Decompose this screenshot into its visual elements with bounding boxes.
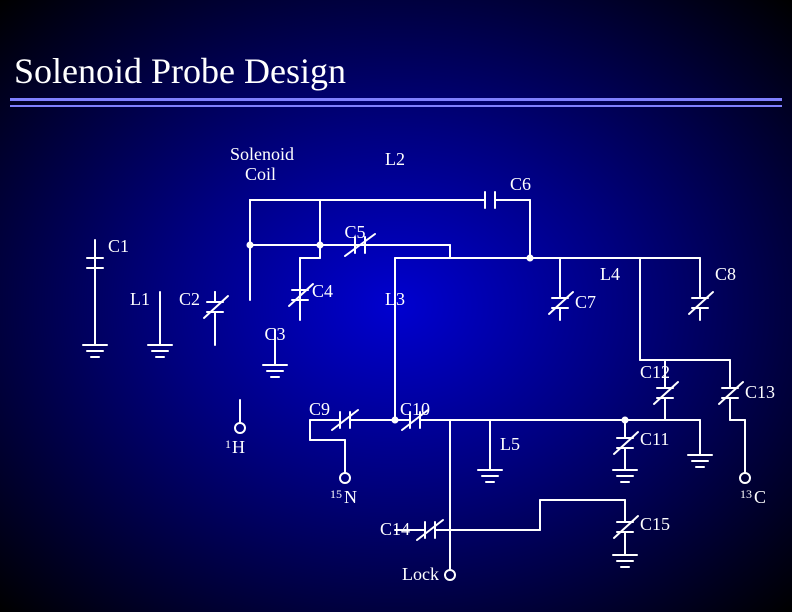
label-C8: C8	[715, 264, 736, 284]
label-L3: L3	[385, 289, 405, 309]
port-1H	[235, 423, 245, 433]
label-15N: N	[344, 487, 357, 507]
ground-icon	[613, 555, 637, 567]
label-C4: C4	[312, 281, 333, 301]
label-coil1: Solenoid	[230, 144, 294, 164]
label-13C-pre: 13	[740, 487, 752, 501]
label-C14: C14	[380, 519, 410, 539]
ground-icon	[263, 365, 287, 377]
label-C11: C11	[640, 429, 669, 449]
page-title: Solenoid Probe Design	[14, 50, 782, 92]
label-C1: C1	[108, 236, 129, 256]
rule-top	[10, 98, 782, 101]
label-C10: C10	[400, 399, 430, 419]
solenoid-coil	[250, 200, 320, 245]
slide: Solenoid Probe Design	[0, 0, 792, 612]
label-C15: C15	[640, 514, 670, 534]
label-C7: C7	[575, 292, 596, 312]
label-C2: C2	[179, 289, 200, 309]
title-area: Solenoid Probe Design	[10, 50, 782, 115]
label-Lock: Lock	[402, 564, 439, 584]
ground-icon	[83, 345, 107, 357]
rule-bottom	[10, 105, 782, 107]
label-L1: L1	[130, 289, 150, 309]
port-15N	[340, 473, 350, 483]
label-C5: C5	[344, 222, 365, 242]
label-C6: C6	[510, 174, 531, 194]
ground-icon	[688, 455, 712, 467]
port-lock	[445, 570, 455, 580]
label-L5: L5	[500, 434, 520, 454]
label-C3: C3	[264, 324, 285, 344]
label-C13: C13	[745, 382, 775, 402]
label-coil2: Coil	[245, 164, 276, 184]
label-C12: C12	[640, 362, 670, 382]
cap-C6	[485, 192, 495, 208]
ground-icon	[478, 470, 502, 482]
label-1H-pre: 1	[225, 437, 231, 451]
label-1H: H	[232, 437, 245, 457]
port-13C	[740, 473, 750, 483]
label-L2: L2	[385, 149, 405, 169]
label-15N-pre: 15	[330, 487, 342, 501]
label-C9: C9	[309, 399, 330, 419]
label-13C: C	[754, 487, 766, 507]
ground-icon	[613, 470, 637, 482]
label-L4: L4	[600, 264, 620, 284]
ground-icon	[148, 345, 172, 357]
